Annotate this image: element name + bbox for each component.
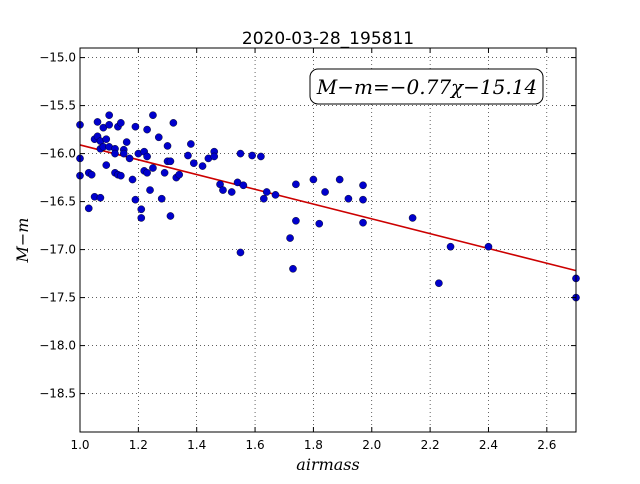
data-point	[128, 175, 137, 184]
data-point	[84, 204, 93, 213]
fit-line	[79, 144, 577, 272]
data-point	[119, 149, 128, 158]
data-point	[175, 170, 183, 179]
data-point	[236, 149, 245, 158]
x-tick-label: 2.2	[421, 438, 440, 452]
data-point	[435, 279, 443, 288]
data-point	[189, 159, 198, 167]
data-point	[117, 119, 125, 127]
data-point	[315, 219, 324, 228]
data-point	[154, 133, 163, 142]
x-tick-label: 1.0	[70, 438, 89, 452]
y-tick-label: −17.0	[39, 243, 76, 257]
fit-line-group	[79, 144, 577, 272]
data-point	[257, 152, 265, 161]
data-point	[146, 186, 154, 194]
y-tick-label: −18.0	[39, 339, 76, 353]
data-point	[187, 140, 195, 148]
data-point	[236, 248, 245, 257]
data-point	[163, 142, 172, 150]
data-point	[149, 111, 157, 119]
x-axis-label: airmass	[296, 455, 359, 474]
data-point	[359, 195, 367, 204]
data-point	[484, 242, 493, 251]
y-tick-label: −18.5	[39, 387, 76, 401]
data-point	[219, 186, 227, 194]
y-tick-label: −15.0	[39, 51, 76, 65]
data-point	[149, 164, 157, 172]
data-point	[105, 111, 113, 119]
grid-lines	[79, 48, 576, 432]
x-tick-label: 1.8	[304, 438, 323, 452]
data-point	[169, 119, 178, 127]
data-point	[137, 205, 146, 214]
data-point	[157, 194, 166, 203]
data-point	[248, 151, 256, 160]
data-point	[93, 118, 102, 126]
data-point	[131, 195, 140, 204]
y-tick-label: −17.5	[39, 291, 76, 305]
data-point	[160, 168, 169, 177]
data-point	[166, 212, 175, 220]
data-point	[102, 161, 111, 169]
data-point	[321, 188, 329, 196]
data-point	[105, 121, 113, 129]
y-axis-label: M−m	[13, 218, 32, 264]
data-point	[143, 125, 151, 134]
data-point	[344, 194, 353, 203]
data-point	[260, 194, 268, 203]
data-point	[184, 151, 192, 160]
y-tick-label: −16.5	[39, 195, 76, 209]
data-point	[309, 175, 318, 184]
data-point	[137, 214, 146, 222]
data-point	[408, 214, 417, 222]
data-point	[117, 171, 125, 180]
data-point	[446, 242, 455, 251]
data-point	[271, 191, 280, 199]
data-point	[166, 157, 175, 166]
data-point	[239, 181, 248, 190]
data-point	[210, 152, 219, 161]
x-tick-label: 1.6	[246, 438, 265, 452]
data-point	[262, 188, 271, 196]
x-tick-label: 2.6	[537, 438, 556, 452]
data-point	[359, 181, 367, 190]
data-point	[143, 152, 151, 161]
y-tick-label: −16.0	[39, 147, 76, 161]
fit-equation: M−m=−0.77χ−15.14	[316, 75, 537, 99]
data-point	[198, 162, 207, 170]
data-point	[111, 149, 119, 158]
data-point	[292, 180, 300, 189]
x-axis-ticks: 1.0 1.2 1.4 1.6 1.8 2.0 2.2 2.4 2.6	[70, 48, 556, 452]
data-point	[131, 122, 140, 131]
data-point	[143, 168, 151, 177]
x-tick-label: 2.0	[362, 438, 381, 452]
data-points	[76, 111, 580, 302]
data-point	[96, 193, 105, 202]
y-axis-ticks: −15.0 −15.5 −16.0 −16.5 −17.0 −17.5 −18.0 −18.5	[39, 51, 576, 401]
x-tick-label: 2.4	[479, 438, 498, 452]
x-tick-label: 1.4	[187, 438, 206, 452]
data-point	[125, 154, 134, 163]
data-point	[289, 264, 297, 273]
data-point	[359, 218, 367, 227]
x-tick-label: 1.2	[129, 438, 148, 452]
data-point	[227, 188, 236, 196]
data-point	[335, 175, 344, 184]
data-point	[87, 170, 96, 179]
data-point	[122, 138, 131, 146]
chart-title: 2020-03-28_195811	[242, 29, 414, 49]
plot-frame	[79, 47, 577, 433]
data-point	[286, 234, 294, 242]
y-tick-label: −15.5	[39, 99, 76, 113]
data-point	[102, 135, 111, 143]
data-point	[292, 216, 300, 225]
fit-equation-box: M−m=−0.77χ−15.14	[309, 68, 544, 105]
